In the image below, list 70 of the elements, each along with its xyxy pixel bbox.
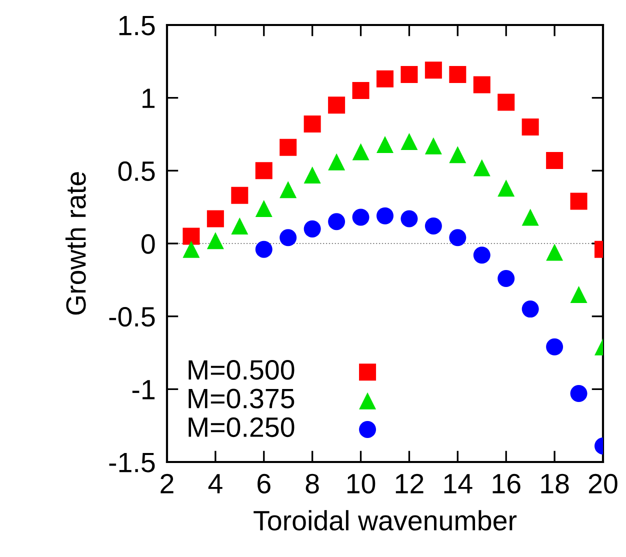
point <box>473 159 490 176</box>
point <box>255 240 272 258</box>
point <box>328 96 346 114</box>
point <box>280 138 297 156</box>
point <box>231 218 248 235</box>
legend-label: M=0.500 <box>188 360 294 380</box>
point <box>352 208 370 226</box>
point <box>328 153 346 170</box>
y-tick-label: 1.5 <box>119 16 155 36</box>
legend-label: M=0.250 <box>188 417 294 438</box>
point <box>570 385 588 402</box>
point <box>280 181 297 198</box>
point <box>498 180 515 197</box>
point <box>522 208 539 226</box>
point <box>255 200 272 218</box>
point <box>449 146 466 164</box>
point <box>328 213 346 230</box>
point <box>546 244 564 261</box>
x-tick-label: 16 <box>492 474 520 494</box>
point <box>182 240 200 258</box>
legend-label: M=0.375 <box>188 388 294 408</box>
point <box>255 162 272 180</box>
x-tick-label: 10 <box>347 474 376 494</box>
point <box>206 210 224 228</box>
point <box>546 152 564 169</box>
y-tick-label: -1.5 <box>109 452 155 472</box>
point <box>376 207 394 224</box>
point <box>449 229 466 246</box>
x-tick-label: 20 <box>588 474 618 494</box>
point <box>400 66 418 84</box>
x-tick-label: 4 <box>208 474 222 494</box>
x-tick-label: 14 <box>444 474 472 494</box>
y-tick-label: -0.5 <box>109 307 155 327</box>
x-tick-label: 18 <box>541 474 569 494</box>
point <box>570 192 588 210</box>
point <box>498 94 515 111</box>
point <box>304 166 321 184</box>
point <box>400 133 418 150</box>
point <box>570 286 588 303</box>
x-tick-label: 2 <box>160 474 174 494</box>
point <box>473 76 490 94</box>
point <box>376 136 394 153</box>
point <box>304 220 321 238</box>
y-tick-label: 0.5 <box>118 161 155 182</box>
point <box>280 229 297 246</box>
point <box>424 137 442 154</box>
y-axis-title: Growth rate <box>65 172 86 315</box>
point <box>352 82 370 100</box>
point <box>206 232 224 250</box>
point <box>546 338 564 356</box>
x-tick-label: 6 <box>258 474 270 494</box>
point <box>231 186 248 204</box>
y-tick-label: -1 <box>132 380 155 400</box>
x-tick-label: 8 <box>306 474 319 494</box>
point <box>352 143 370 160</box>
point <box>424 62 442 79</box>
y-tick-label: 0 <box>142 234 155 254</box>
point <box>182 228 200 245</box>
x-tick-label: 12 <box>396 474 424 494</box>
point <box>376 70 394 88</box>
point <box>400 210 418 228</box>
point <box>424 218 442 235</box>
point <box>522 300 539 318</box>
point <box>522 118 539 136</box>
point <box>498 270 515 287</box>
point <box>473 246 490 264</box>
x-axis-title: Toroidal wavenumber <box>254 510 517 531</box>
point <box>304 116 321 133</box>
y-tick-label: 1 <box>142 88 155 108</box>
point <box>449 66 466 84</box>
